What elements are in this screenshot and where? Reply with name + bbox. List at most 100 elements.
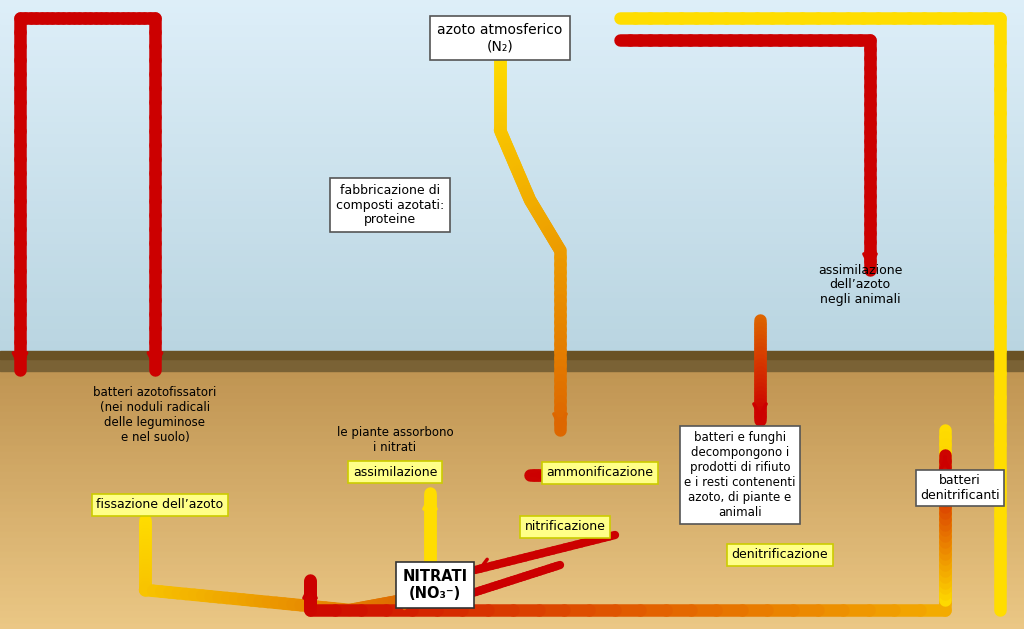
Bar [0, 370, 1024, 377]
Bar [0, 278, 1024, 285]
Text: fissazione dell’azoto: fissazione dell’azoto [96, 499, 223, 511]
Bar [0, 333, 1024, 340]
Bar [0, 290, 1024, 298]
Bar [0, 78, 1024, 85]
Bar [0, 588, 1024, 596]
Bar [0, 5, 1024, 12]
Bar [0, 608, 1024, 616]
Bar [0, 218, 1024, 225]
Bar [0, 242, 1024, 248]
Bar [0, 211, 1024, 218]
Bar [0, 90, 1024, 97]
Bar [0, 53, 1024, 60]
Bar [0, 621, 1024, 629]
Bar [0, 96, 1024, 103]
Bar [0, 476, 1024, 483]
Bar [0, 383, 1024, 391]
Bar [0, 535, 1024, 543]
Bar [0, 42, 1024, 48]
Bar [0, 363, 1024, 370]
Bar [0, 66, 1024, 73]
Bar [0, 266, 1024, 273]
Bar [0, 357, 1024, 364]
Bar [0, 108, 1024, 115]
Bar [0, 284, 1024, 291]
Bar [0, 351, 1024, 358]
Bar [0, 260, 1024, 267]
Bar [0, 522, 1024, 530]
Text: assimilazione: assimilazione [353, 465, 437, 479]
Bar [0, 389, 1024, 397]
Bar [0, 133, 1024, 140]
Bar [0, 615, 1024, 622]
Bar [0, 376, 1024, 384]
Bar [0, 193, 1024, 200]
Text: nitrificazione: nitrificazione [524, 521, 605, 533]
Bar [0, 30, 1024, 36]
Text: batteri azotofissatori
(nei noduli radicali
delle leguminose
e nel suolo): batteri azotofissatori (nei noduli radic… [93, 386, 217, 444]
Bar [0, 272, 1024, 279]
Bar [0, 151, 1024, 158]
Bar [0, 423, 1024, 430]
Bar [0, 187, 1024, 194]
Bar [0, 403, 1024, 410]
Bar [0, 456, 1024, 464]
Bar [0, 114, 1024, 121]
Text: azoto atmosferico
(N₂): azoto atmosferico (N₂) [437, 23, 562, 53]
Bar [0, 416, 1024, 423]
Bar [0, 515, 1024, 523]
Text: assimilazione
dell’azoto
neg⁢li animali: assimilazione dell’azoto neg⁢li animali [818, 264, 902, 306]
Text: NITRATI
(NO₃⁻): NITRATI (NO₃⁻) [402, 569, 468, 601]
Text: ammonificazione: ammonificazione [547, 467, 653, 479]
Bar [0, 0, 1024, 6]
Bar [0, 230, 1024, 237]
Bar [0, 356, 1024, 371]
Bar [0, 562, 1024, 569]
Bar [0, 436, 1024, 443]
Bar [0, 35, 1024, 43]
Bar [0, 469, 1024, 477]
Bar [0, 595, 1024, 603]
Bar [0, 48, 1024, 55]
Bar [0, 248, 1024, 255]
Bar [0, 138, 1024, 145]
Bar [0, 205, 1024, 213]
Bar [0, 253, 1024, 261]
Bar [0, 555, 1024, 563]
Bar [0, 496, 1024, 503]
Bar [0, 120, 1024, 128]
Bar [0, 72, 1024, 79]
Bar [0, 11, 1024, 18]
Bar [0, 569, 1024, 576]
Text: batteri
denitrificanti: batteri denitrificanti [921, 474, 999, 502]
Bar [0, 429, 1024, 437]
Text: denitrificazione: denitrificazione [732, 548, 828, 562]
Text: fabbricazione di
composti azotati:
proteine: fabbricazione di composti azotati: prote… [336, 184, 444, 226]
Bar [0, 575, 1024, 582]
Bar [0, 321, 1024, 328]
Bar [0, 326, 1024, 333]
Bar [0, 308, 1024, 316]
Bar [0, 84, 1024, 91]
Bar [0, 345, 1024, 352]
Bar [0, 509, 1024, 516]
Bar [0, 157, 1024, 164]
Bar [0, 548, 1024, 556]
Bar [0, 163, 1024, 170]
Bar [0, 314, 1024, 321]
Bar [0, 145, 1024, 152]
Bar [0, 601, 1024, 609]
Bar [0, 23, 1024, 30]
Bar [0, 528, 1024, 537]
Bar [0, 351, 1024, 359]
Bar [0, 169, 1024, 176]
Bar [0, 60, 1024, 67]
Bar [0, 482, 1024, 490]
Bar [0, 442, 1024, 450]
Bar [0, 396, 1024, 404]
Bar [0, 449, 1024, 457]
Text: le piante assorbono
i nitrati: le piante assorbono i nitrati [337, 426, 454, 454]
Bar [0, 303, 1024, 309]
Bar [0, 223, 1024, 231]
Bar [0, 462, 1024, 470]
